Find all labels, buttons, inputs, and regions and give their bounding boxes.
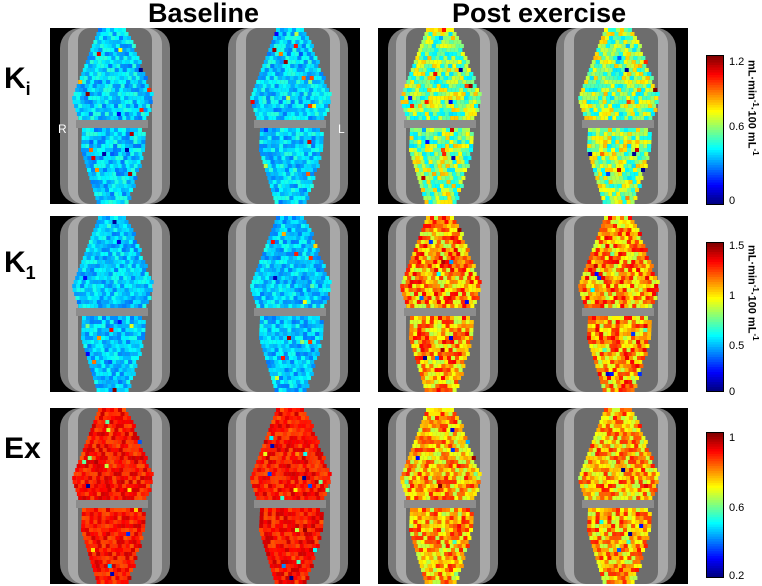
colorbar-ex bbox=[706, 432, 724, 578]
colorbar-k1-tick: 1 bbox=[729, 290, 736, 302]
colorbar-ki bbox=[706, 55, 724, 205]
colorbar-ex-tick: 1 bbox=[729, 432, 736, 444]
side-label-right: R bbox=[58, 122, 67, 136]
row-label-ex: Ex bbox=[4, 432, 41, 465]
colorbar-ex-tick: 0.2 bbox=[729, 570, 745, 582]
panel-ex-post-exercise bbox=[378, 408, 688, 584]
colorbar-k1-tick: 0 bbox=[729, 386, 736, 398]
colorbar-ki-unit: mL·min-1·100 mL-1 bbox=[745, 60, 760, 156]
colorbar-k1-unit: mL·min-1·100 mL-1 bbox=[745, 245, 760, 341]
row-label-ki: Ki bbox=[4, 62, 31, 99]
row-label-k1: K1 bbox=[4, 246, 36, 283]
panel-ex-baseline bbox=[50, 408, 360, 584]
colorbar-k1 bbox=[706, 242, 724, 392]
panel-k1-post-exercise bbox=[378, 216, 688, 392]
colorbar-ki-tick: 0.6 bbox=[729, 121, 745, 133]
colorbar-ex-tick: 0.6 bbox=[729, 502, 745, 514]
colorbar-ki-tick: 0 bbox=[729, 195, 736, 207]
colorbar-k1-tick: 0.5 bbox=[729, 340, 745, 352]
panel-k1-baseline bbox=[50, 216, 360, 392]
panel-ki-baseline bbox=[50, 28, 360, 204]
colorbar-k1-tick: 1.5 bbox=[729, 240, 745, 252]
side-label-left: L bbox=[338, 122, 345, 136]
column-header-baseline: Baseline bbox=[148, 0, 260, 28]
colorbar-ki-tick: 1.2 bbox=[729, 56, 745, 68]
panel-ki-post-exercise bbox=[378, 28, 688, 204]
column-header-post-exercise: Post exercise bbox=[452, 0, 627, 28]
